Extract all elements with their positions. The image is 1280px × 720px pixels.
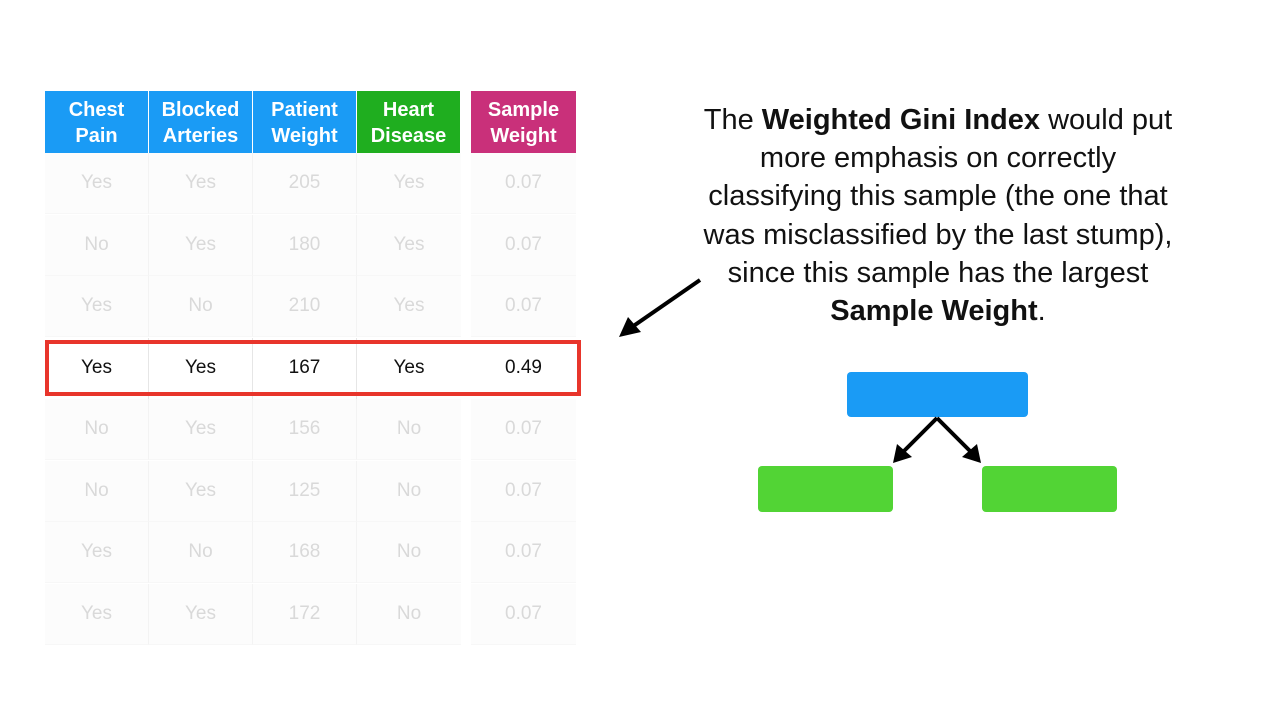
cell-heart-disease: Yes (357, 276, 461, 337)
cell-blocked-arteries: Yes (149, 337, 253, 399)
cell-chest-pain: Yes (45, 522, 149, 583)
cell-sample-weight: 0.07 (471, 522, 576, 583)
cell-patient-weight: 210 (253, 276, 357, 337)
explanation-bold-gini: Weighted Gini Index (761, 104, 1041, 136)
cell-sample-weight: 0.07 (471, 153, 576, 214)
stump-left-leaf (758, 466, 893, 512)
cell-heart-disease: No (357, 583, 461, 645)
cell-blocked-arteries: No (149, 276, 253, 337)
header-blocked-arteries: Blocked Arteries (149, 91, 252, 153)
cell-patient-weight: 167 (253, 337, 357, 399)
cell-patient-weight: 180 (253, 214, 357, 276)
cell-sample-weight: 0.49 (471, 337, 576, 399)
cell-patient-weight: 172 (253, 583, 357, 645)
cell-blocked-arteries: Yes (149, 214, 253, 276)
cell-sample-weight: 0.07 (471, 214, 576, 276)
explanation-part1: The (703, 104, 762, 136)
explanation-part2: would put more emphasis on correctly cla… (703, 104, 1173, 289)
cell-blocked-arteries: Yes (149, 399, 253, 460)
table-row: Yes No 168 No 0.07 (45, 522, 576, 583)
cell-blocked-arteries: Yes (149, 153, 253, 214)
cell-chest-pain: No (45, 214, 149, 276)
cell-heart-disease: No (357, 522, 461, 583)
cell-chest-pain: No (45, 399, 149, 460)
decision-stump-icon (758, 372, 1117, 512)
explanation-text: The Weighted Gini Index would put more e… (690, 101, 1186, 330)
cell-patient-weight: 168 (253, 522, 357, 583)
cell-sample-weight: 0.07 (471, 460, 576, 522)
cell-blocked-arteries: No (149, 522, 253, 583)
stump-left-branch (901, 416, 939, 454)
cell-heart-disease: No (357, 460, 461, 522)
cell-heart-disease: Yes (357, 214, 461, 276)
explanation-bold-sample-weight: Sample Weight (830, 295, 1038, 328)
cell-sample-weight: 0.07 (471, 583, 576, 645)
cell-heart-disease: No (357, 399, 461, 460)
table-row: No Yes 156 No 0.07 (45, 399, 576, 460)
cell-chest-pain: Yes (45, 153, 149, 214)
cell-chest-pain: No (45, 460, 149, 522)
table-row: Yes No 210 Yes 0.07 (45, 276, 576, 337)
header-sample-weight: Sample Weight (471, 91, 576, 153)
cell-chest-pain: Yes (45, 337, 149, 399)
cell-patient-weight: 205 (253, 153, 357, 214)
cell-chest-pain: Yes (45, 276, 149, 337)
header-patient-weight: Patient Weight (253, 91, 356, 153)
stump-right-leaf (982, 466, 1117, 512)
table-row: Yes Yes 205 Yes 0.07 (45, 153, 576, 214)
stump-root-node (847, 372, 1028, 417)
cell-sample-weight: 0.07 (471, 399, 576, 460)
pointer-arrow (619, 278, 702, 337)
cell-chest-pain: Yes (45, 583, 149, 645)
header-heart-disease: Heart Disease (357, 91, 460, 153)
explanation-part3: . (1037, 295, 1046, 328)
table-row-highlighted: Yes Yes 167 Yes 0.49 (45, 337, 576, 399)
stump-right-branch (935, 416, 973, 454)
table-row: No Yes 125 No 0.07 (45, 460, 576, 522)
cell-heart-disease: Yes (357, 337, 461, 399)
table-row: No Yes 180 Yes 0.07 (45, 214, 576, 276)
cell-blocked-arteries: Yes (149, 460, 253, 522)
header-chest-pain: Chest Pain (45, 91, 148, 153)
cell-patient-weight: 156 (253, 399, 357, 460)
cell-sample-weight: 0.07 (471, 276, 576, 337)
table-header-row: Chest Pain Blocked Arteries Patient Weig… (45, 91, 576, 153)
table-row: Yes Yes 172 No 0.07 (45, 583, 576, 645)
cell-heart-disease: Yes (357, 153, 461, 214)
cell-blocked-arteries: Yes (149, 583, 253, 645)
cell-patient-weight: 125 (253, 460, 357, 522)
